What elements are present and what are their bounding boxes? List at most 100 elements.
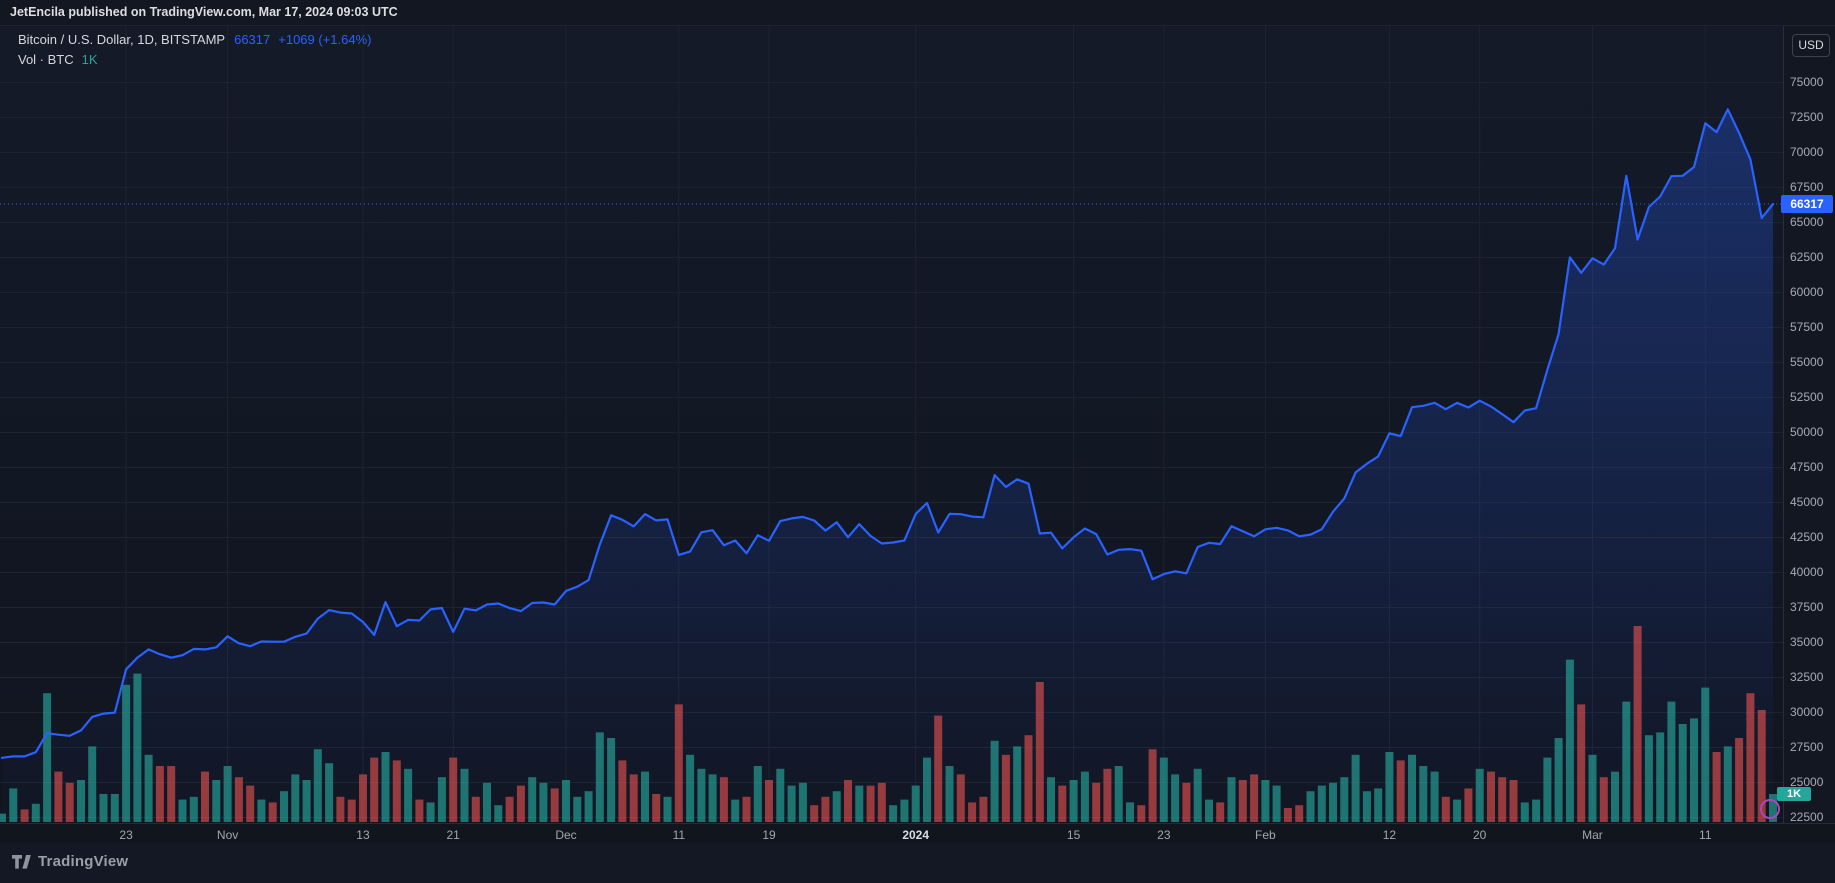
volume-bar-down (1137, 805, 1146, 822)
volume-bar-down (674, 704, 683, 822)
volume-bar-up (945, 766, 954, 822)
volume-bar-down (810, 805, 819, 822)
volume-bar-down (877, 782, 886, 822)
tradingview-logo-icon (12, 854, 31, 869)
currency-toggle-button[interactable]: USD (1792, 34, 1830, 57)
volume-bar-up (911, 785, 920, 822)
volume-bar-up (787, 785, 796, 822)
volume-bar-up (753, 766, 762, 822)
volume-bar-up (798, 782, 807, 822)
time-tick-label: 23 (1157, 828, 1171, 842)
price-tick-label: 65000 (1790, 214, 1824, 229)
time-scale[interactable]: 23 Nov 13 21 Dec 11 19 2024 15 23 Feb 12 20 Mar 11 (0, 823, 1835, 844)
volume-bar-down (1058, 785, 1067, 822)
tradingview-brand[interactable]: TradingView (12, 853, 128, 870)
volume-bar-up (212, 780, 221, 822)
volume-bar-up (0, 813, 6, 822)
volume-bar-down (1441, 796, 1450, 822)
volume-bar-up (1565, 659, 1574, 822)
volume-bar-up (257, 799, 266, 822)
volume-bar-up (1171, 774, 1180, 822)
volume-bar-up (697, 768, 706, 822)
volume-bar-down (65, 782, 74, 822)
volume-bar-up (832, 791, 841, 822)
price-tick-label: 27500 (1790, 739, 1824, 754)
volume-bar-up (313, 749, 322, 822)
volume-bar-up (178, 799, 187, 822)
chart-area: Bitcoin / U.S. Dollar, 1D, BITSTAMP 66317… (0, 25, 1835, 844)
volume-bar-up (1227, 777, 1236, 822)
volume-bar-down (1396, 760, 1405, 822)
volume-bar-up (923, 757, 931, 822)
volume-bar-up (1385, 752, 1394, 822)
volume-bar-down (844, 780, 852, 822)
volume-bar-up (1329, 782, 1337, 822)
volume-bar-up (223, 766, 232, 822)
volume-bar-down (956, 774, 965, 822)
volume-bar-up (1419, 766, 1428, 822)
volume-bar-up (1306, 791, 1315, 822)
volume-bar-up (460, 768, 469, 822)
time-tick-label: Mar (1582, 828, 1603, 842)
publish-text: JetEncila published on TradingView.com, … (10, 5, 398, 19)
price-tick-label: 40000 (1790, 564, 1824, 579)
volume-bar-down (1295, 805, 1304, 822)
volume-bar-up (641, 771, 649, 822)
volume-bar-down (167, 766, 176, 822)
volume-bar-up (88, 746, 97, 822)
volume-bar-up (110, 794, 119, 822)
volume-bar-up (900, 799, 909, 822)
price-tick-label: 50000 (1790, 424, 1824, 439)
volume-bar-up (291, 774, 300, 822)
volume-bar-down (246, 785, 255, 822)
price-tick-label: 75000 (1790, 74, 1824, 89)
volume-bar-up (1588, 754, 1597, 822)
volume-bar-down (866, 785, 875, 822)
price-tick-label: 42500 (1790, 529, 1824, 544)
time-tick-label: 15 (1066, 828, 1081, 842)
volume-bar-up (528, 777, 537, 822)
time-tick-label: 19 (762, 828, 776, 842)
volume-bar-down (1001, 754, 1010, 822)
volume-bar-up (133, 673, 142, 822)
volume-bar-up (539, 782, 548, 822)
volume-bar-down (449, 757, 458, 822)
price-chart-canvas[interactable] (0, 26, 1783, 823)
volume-bar-down (505, 796, 514, 822)
volume-bar-up (731, 799, 740, 822)
volume-bar-up (302, 780, 311, 822)
volume-bar-up (1340, 777, 1349, 822)
volume-bar-up (1261, 780, 1270, 822)
time-tick-label: Dec (555, 828, 577, 842)
volume-bar-down (1092, 782, 1101, 822)
volume-bar-up (1047, 777, 1055, 822)
annotation-circle[interactable] (1760, 799, 1780, 819)
volume-bar-up (855, 785, 864, 822)
price-tick-label: 72500 (1790, 109, 1824, 124)
volume-bar-up (122, 684, 131, 822)
volume-bar-up (1678, 724, 1687, 822)
volume-bar-up (494, 805, 503, 822)
volume-bar-up (1362, 791, 1371, 822)
volume-bar-up (1453, 799, 1462, 822)
volume-bar-down (979, 796, 988, 822)
volume-bar-up (1611, 771, 1619, 822)
volume-bar-down (347, 799, 356, 822)
price-tick-label: 57500 (1790, 319, 1824, 334)
volume-bar-down (1024, 735, 1033, 822)
volume-bar-up (1069, 780, 1078, 822)
volume-bar-up (1205, 799, 1213, 822)
volume-bar-down (54, 771, 63, 822)
volume-bar-up (1622, 701, 1631, 822)
footer-bar: TradingView (0, 843, 1835, 883)
publish-header: JetEncila published on TradingView.com, … (0, 0, 1835, 25)
volume-bar-up (1475, 768, 1484, 822)
volume-bar-up (144, 754, 153, 822)
time-tick-label: 20 (1472, 828, 1487, 842)
volume-bar-up (1690, 718, 1698, 822)
volume-bar-up (381, 752, 390, 822)
price-scale[interactable]: USD 66317 1K 75000 72500 70000 67500 65000 62… (1777, 26, 1835, 824)
volume-bar-up (1520, 802, 1529, 822)
volume-bar-down (1283, 808, 1292, 822)
volume-bar-up (990, 740, 999, 822)
